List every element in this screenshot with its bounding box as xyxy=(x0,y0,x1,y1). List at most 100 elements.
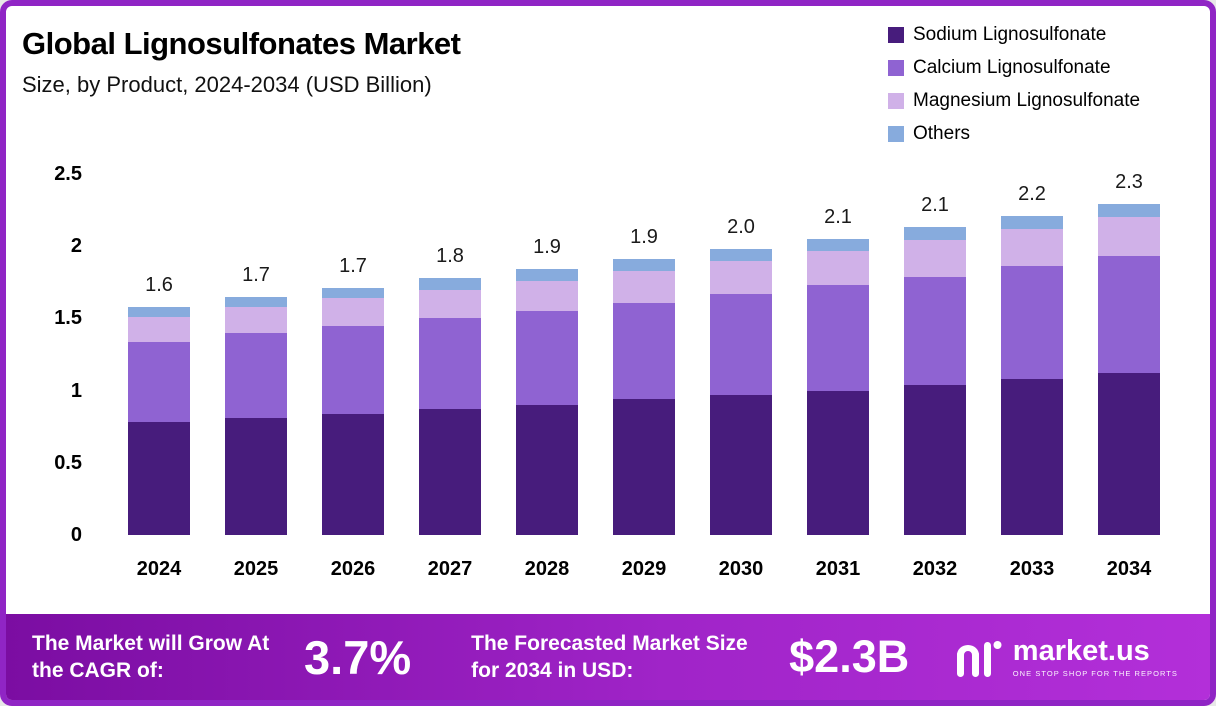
y-axis-tick: 2.5 xyxy=(54,163,82,185)
segment-calcium-lignosulfonate xyxy=(419,318,481,410)
segment-sodium-lignosulfonate xyxy=(710,394,772,535)
bar-2027: 1.8 2027 xyxy=(419,174,481,580)
bar-2034: 2.3 2034 xyxy=(1098,171,1160,580)
x-axis-label: 2033 xyxy=(1009,558,1055,580)
segment-others xyxy=(710,249,772,261)
x-axis-label: 2026 xyxy=(330,558,376,580)
legend-label: Magnesium Lignosulfonate xyxy=(913,90,1141,111)
bar-total-label: 1.8 xyxy=(436,244,464,267)
forecast-label: The Forecasted Market Size for 2034 in U… xyxy=(471,631,748,682)
brand-lockup: market.us ONE STOP SHOP FOR THE REPORTS xyxy=(956,634,1178,678)
segment-others xyxy=(419,277,481,290)
marketus-logo-icon xyxy=(956,641,1002,677)
y-axis-tick: 0 xyxy=(70,524,82,546)
brand-text: market.us ONE STOP SHOP FOR THE REPORTS xyxy=(1012,634,1178,678)
segment-calcium-lignosulfonate xyxy=(613,302,675,400)
bar-2033: 2.2 2033 xyxy=(1001,174,1063,580)
bar-2028: 1.9 2028 xyxy=(516,174,578,580)
legend: Sodium Lignosulfonate Calcium Lignosulfon… xyxy=(888,24,1188,145)
segment-magnesium-lignosulfonate xyxy=(128,316,190,342)
bar-total-label: 1.7 xyxy=(339,255,367,278)
segment-magnesium-lignosulfonate xyxy=(1001,228,1063,267)
segment-calcium-lignosulfonate xyxy=(710,293,772,395)
segment-sodium-lignosulfonate xyxy=(322,413,384,535)
x-axis-label: 2032 xyxy=(912,558,958,580)
legend-item-0: Sodium Lignosulfonate xyxy=(888,24,1188,46)
legend-item-3: Others xyxy=(888,123,1188,145)
legend-swatch xyxy=(888,27,904,43)
bar-2032: 2.1 2032 xyxy=(904,174,966,580)
segment-magnesium-lignosulfonate xyxy=(1098,217,1160,257)
bar-total-label: 1.9 xyxy=(533,236,561,259)
segment-calcium-lignosulfonate xyxy=(128,341,190,423)
segment-magnesium-lignosulfonate xyxy=(710,260,772,294)
x-axis-label: 2034 xyxy=(1106,558,1152,580)
brand-tagline: ONE STOP SHOP FOR THE REPORTS xyxy=(1012,668,1178,678)
footer-banner: The Market will Grow At the CAGR of: 3.7… xyxy=(6,614,1210,700)
chart-header: Global Lignosulfonates Market Size, by P… xyxy=(22,26,461,98)
segment-sodium-lignosulfonate xyxy=(807,390,869,535)
segment-magnesium-lignosulfonate xyxy=(322,298,384,326)
segment-magnesium-lignosulfonate xyxy=(419,289,481,319)
y-axis-tick: 0.5 xyxy=(54,451,82,474)
segment-calcium-lignosulfonate xyxy=(322,325,384,414)
chart-subtitle: Size, by Product, 2024-2034 (USD Billion… xyxy=(22,72,432,97)
bar-2025: 1.7 2025 xyxy=(225,174,287,580)
legend-label: Sodium Lignosulfonate xyxy=(913,24,1107,45)
bar-2031: 2.1 2031 xyxy=(807,174,869,580)
bar-total-label: 2.1 xyxy=(921,194,949,217)
segment-magnesium-lignosulfonate xyxy=(904,240,966,277)
segment-calcium-lignosulfonate xyxy=(807,285,869,391)
segment-others xyxy=(807,239,869,251)
bar-2030: 2.0 2030 xyxy=(710,174,772,580)
segment-others xyxy=(225,296,287,307)
segment-others xyxy=(904,227,966,241)
segment-others xyxy=(516,269,578,281)
segment-sodium-lignosulfonate xyxy=(904,384,966,535)
x-axis-label: 2030 xyxy=(718,558,764,580)
segment-magnesium-lignosulfonate xyxy=(807,250,869,286)
legend-swatch xyxy=(888,93,904,109)
segment-sodium-lignosulfonate xyxy=(128,422,190,535)
segment-magnesium-lignosulfonate xyxy=(613,270,675,303)
segment-sodium-lignosulfonate xyxy=(419,409,481,535)
legend-label: Others xyxy=(913,123,971,144)
y-axis: 0 0.5 1 1.5 2 2.5 xyxy=(24,163,82,546)
brand-name: market.us xyxy=(1012,634,1150,667)
segment-others xyxy=(613,259,675,271)
x-axis-label: 2025 xyxy=(233,558,279,580)
bar-total-label: 1.7 xyxy=(242,263,270,286)
segment-others xyxy=(1098,204,1160,218)
bar-total-label: 2.0 xyxy=(727,216,755,239)
bar-total-label: 2.3 xyxy=(1115,171,1143,194)
bar-total-label: 1.9 xyxy=(630,226,658,249)
segment-calcium-lignosulfonate xyxy=(904,276,966,385)
segment-sodium-lignosulfonate xyxy=(613,399,675,535)
bar-2026: 1.7 2026 xyxy=(322,174,384,580)
chart-title: Global Lignosulfonates Market xyxy=(22,26,461,61)
x-axis-label: 2024 xyxy=(136,558,182,580)
bar-total-label: 2.1 xyxy=(824,205,852,228)
segment-others xyxy=(128,306,190,317)
segment-sodium-lignosulfonate xyxy=(1098,373,1160,535)
legend-swatch xyxy=(888,60,904,76)
segment-others xyxy=(1001,215,1063,229)
legend-swatch xyxy=(888,126,904,142)
x-axis-label: 2028 xyxy=(524,558,570,580)
x-axis-label: 2029 xyxy=(621,558,667,580)
bar-total-label: 2.2 xyxy=(1018,182,1046,205)
legend-item-2: Magnesium Lignosulfonate xyxy=(888,90,1188,112)
segment-others xyxy=(322,288,384,299)
cagr-value: 3.7% xyxy=(304,630,412,684)
bar-total-label: 1.6 xyxy=(145,273,173,296)
x-axis-label: 2031 xyxy=(815,558,861,580)
segment-sodium-lignosulfonate xyxy=(1001,379,1063,535)
legend-label: Calcium Lignosulfonate xyxy=(913,57,1111,78)
legend-item-1: Calcium Lignosulfonate xyxy=(888,57,1188,79)
bar-2024: 1.6 2024 xyxy=(128,174,190,580)
plot-area: 1.6 2024 1.7 2025 1.7 2026 1.8 2027 1.9 2028 1.9 20… xyxy=(102,171,1186,580)
forecast-value: $2.3B xyxy=(789,631,910,682)
segment-calcium-lignosulfonate xyxy=(1001,266,1063,380)
y-axis-tick: 2 xyxy=(70,235,82,258)
